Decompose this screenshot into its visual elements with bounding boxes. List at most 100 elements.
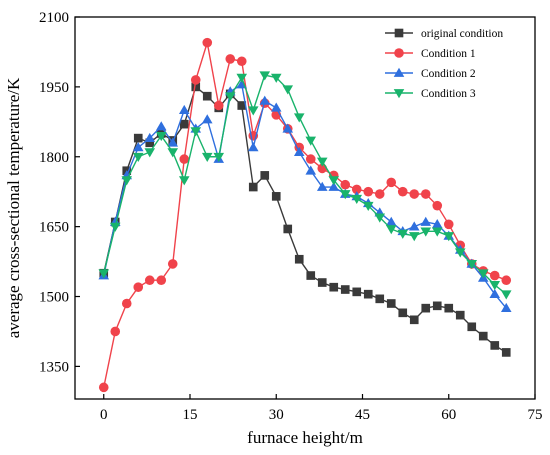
- data-point-condition-2: [144, 132, 156, 142]
- data-point-original-condition: [248, 182, 258, 192]
- data-point-condition-1: [374, 189, 385, 199]
- data-point-original-condition: [490, 341, 500, 350]
- data-point-condition-3: [420, 227, 432, 237]
- data-point-condition-3: [132, 152, 144, 163]
- data-point-condition-1: [236, 56, 247, 67]
- data-point-condition-3: [270, 73, 282, 83]
- x-tick-label: 30: [269, 407, 284, 423]
- data-point-condition-2: [316, 181, 328, 191]
- data-point-condition-1: [225, 54, 236, 64]
- data-point-condition-2: [328, 181, 340, 191]
- data-point-condition-2: [247, 142, 259, 152]
- data-point-condition-2: [420, 216, 432, 226]
- data-point-original-condition: [398, 308, 408, 318]
- data-point-condition-2: [305, 165, 317, 175]
- data-point-condition-3: [293, 113, 305, 123]
- data-point-condition-3: [178, 176, 190, 186]
- legend-label: Condition 3: [421, 88, 476, 100]
- data-point-condition-3: [316, 157, 328, 167]
- data-point-condition-3: [236, 73, 248, 83]
- y-tick-label: 1950: [39, 80, 69, 96]
- data-point-condition-1: [351, 184, 362, 195]
- data-point-original-condition: [283, 224, 293, 234]
- y-axis-ticks: 1350 1500 1650 1800 1950 2100: [39, 10, 80, 375]
- data-point-condition-3: [109, 222, 121, 232]
- data-point-condition-3: [213, 152, 225, 163]
- data-point-condition-2: [270, 102, 282, 112]
- legend-marker: [393, 67, 405, 77]
- data-point-original-condition: [179, 119, 189, 129]
- data-point-condition-2: [132, 142, 144, 152]
- legend-label: Condition 1: [421, 48, 476, 60]
- data-point-condition-1: [420, 189, 431, 199]
- data-point-condition-3: [443, 232, 455, 242]
- data-point-original-condition: [444, 303, 454, 313]
- data-point-condition-1: [121, 298, 132, 309]
- plot-frame: [74, 16, 536, 400]
- data-point-original-condition: [421, 303, 431, 313]
- data-point-condition-3: [282, 85, 294, 95]
- data-point-condition-2: [167, 137, 179, 147]
- data-point-condition-3: [224, 92, 236, 102]
- data-point-condition-3: [167, 148, 179, 158]
- data-point-condition-3: [351, 194, 363, 204]
- data-point-condition-2: [431, 219, 443, 229]
- data-point-condition-1: [190, 75, 201, 85]
- data-point-condition-2: [489, 288, 501, 299]
- data-point-condition-3: [155, 131, 167, 142]
- y-tick-label: 2100: [39, 10, 69, 26]
- data-point-original-condition: [386, 299, 396, 308]
- data-point-original-condition: [329, 282, 339, 292]
- data-point-condition-2: [259, 95, 271, 105]
- data-point-original-condition: [191, 82, 201, 92]
- data-point-original-condition: [478, 331, 488, 341]
- legend: original condition Condition 1 Condition 2…: [385, 28, 503, 100]
- data-point-condition-2: [201, 114, 213, 124]
- data-point-condition-2: [178, 104, 190, 115]
- data-point-condition-3: [339, 190, 351, 200]
- data-point-original-condition: [467, 322, 477, 332]
- data-point-original-condition: [375, 294, 385, 304]
- y-tick-label: 1800: [39, 150, 69, 166]
- data-point-original-condition: [145, 138, 155, 148]
- data-point-condition-3: [98, 269, 110, 279]
- data-point-condition-1: [489, 270, 500, 281]
- y-tick-label: 1500: [39, 290, 69, 306]
- data-point-condition-1: [213, 100, 224, 111]
- x-tick-label: 75: [528, 407, 543, 423]
- series-layer: [98, 37, 512, 393]
- y-axis-title: average cross-sectional temperature/K: [4, 77, 23, 338]
- data-point-condition-1: [443, 219, 454, 230]
- legend-label: Condition 2: [421, 68, 476, 80]
- data-point-condition-2: [293, 146, 305, 156]
- data-point-condition-3: [121, 176, 133, 186]
- data-point-condition-3: [385, 225, 397, 235]
- data-point-original-condition: [237, 101, 247, 110]
- data-point-condition-2: [385, 216, 397, 226]
- data-point-original-condition: [271, 192, 281, 201]
- data-point-condition-1: [179, 154, 190, 164]
- series-line-condition-3: [103, 74, 507, 295]
- data-point-condition-2: [500, 302, 512, 312]
- x-axis-ticks: 0 15 30 45 60 75: [100, 394, 543, 423]
- data-point-condition-3: [454, 248, 466, 258]
- x-tick-label: 60: [441, 407, 456, 423]
- legend-marker: [394, 28, 404, 38]
- data-point-condition-3: [305, 136, 317, 146]
- data-point-condition-1: [501, 275, 512, 286]
- y-tick-label: 1650: [39, 220, 69, 236]
- data-point-condition-3: [190, 127, 202, 137]
- data-point-condition-3: [466, 260, 478, 270]
- data-point-condition-3: [259, 71, 271, 81]
- data-point-original-condition: [455, 310, 465, 320]
- data-point-condition-1: [305, 154, 316, 164]
- x-axis-title: furnace height/m: [247, 428, 363, 447]
- legend-label: original condition: [421, 28, 503, 40]
- data-point-original-condition: [306, 271, 316, 280]
- legend-item-condition-1: Condition 1: [385, 48, 476, 60]
- data-point-condition-1: [156, 275, 167, 286]
- data-point-original-condition: [317, 278, 327, 287]
- data-point-condition-1: [110, 326, 121, 337]
- y-tick-label: 1350: [39, 359, 69, 375]
